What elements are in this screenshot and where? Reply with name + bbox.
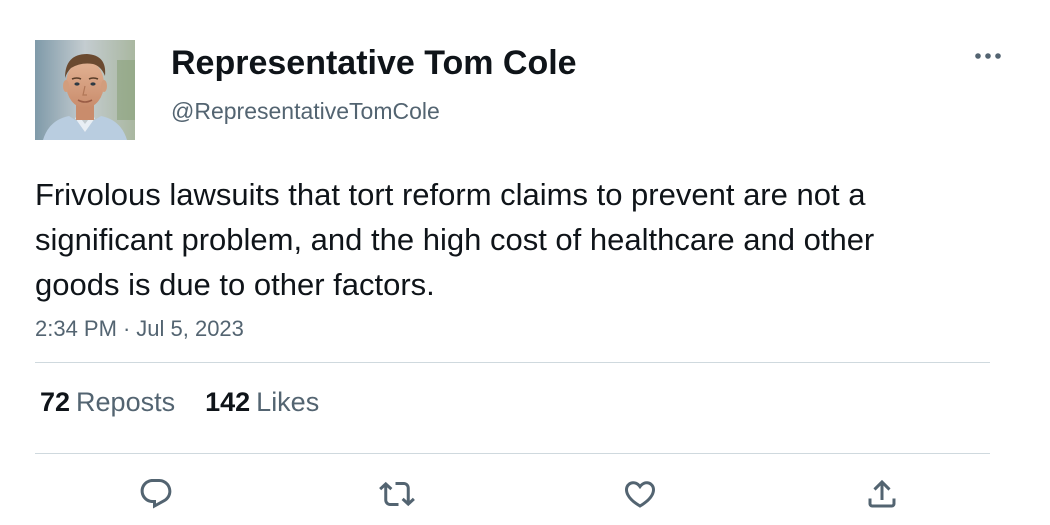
- reposts-stat[interactable]: 72 Reposts: [40, 387, 175, 418]
- likes-count: 142: [205, 387, 251, 417]
- share-icon: [868, 479, 896, 508]
- timestamp-separator: ·: [122, 316, 131, 341]
- likes-label: Likes: [256, 387, 320, 417]
- more-button[interactable]: [970, 42, 1006, 70]
- avatar[interactable]: [35, 40, 135, 140]
- divider: [35, 453, 990, 454]
- like-button[interactable]: [618, 472, 662, 516]
- tweet-time: 2:34 PM: [35, 316, 117, 341]
- reply-button[interactable]: [134, 472, 178, 516]
- reposts-count: 72: [40, 387, 71, 417]
- repost-button[interactable]: [375, 472, 419, 516]
- avatar-photo: [35, 40, 135, 140]
- user-handle[interactable]: @RepresentativeTomCole: [171, 98, 440, 124]
- share-button[interactable]: [860, 472, 904, 516]
- action-bar: [0, 472, 1050, 516]
- reposts-label: Reposts: [76, 387, 176, 417]
- display-name[interactable]: Representative Tom Cole: [171, 44, 577, 82]
- heart-icon: [624, 481, 656, 508]
- divider: [35, 362, 990, 363]
- engagement-stats: 72 Reposts 142 Likes: [40, 387, 319, 418]
- more-icon: [975, 53, 1001, 59]
- reply-icon: [140, 479, 172, 509]
- tweet-date: Jul 5, 2023: [136, 316, 244, 341]
- timestamp[interactable]: 2:34 PM · Jul 5, 2023: [35, 316, 244, 342]
- repost-icon: [379, 481, 415, 507]
- likes-stat[interactable]: 142 Likes: [205, 387, 319, 418]
- tweet-text: Frivolous lawsuits that tort reform clai…: [35, 177, 875, 302]
